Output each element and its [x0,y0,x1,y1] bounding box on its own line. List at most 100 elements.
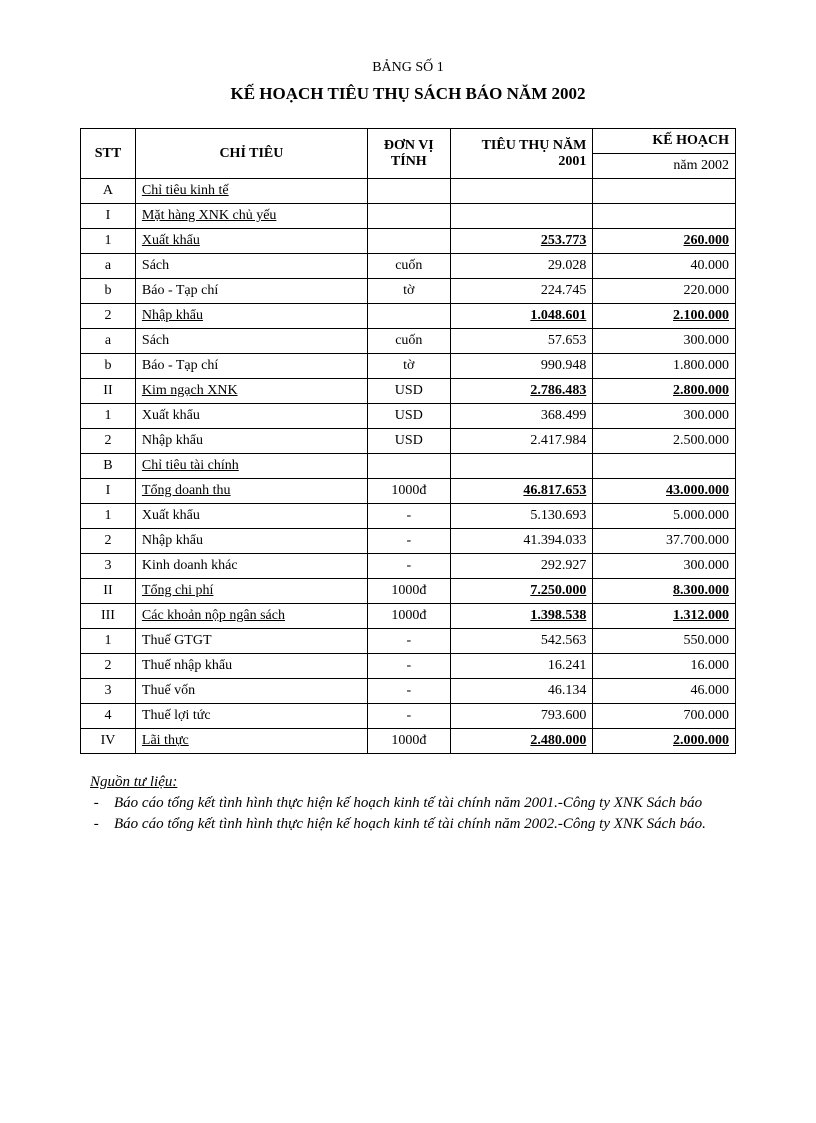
cell-donvi: 1000đ [367,579,450,604]
cell-chitieu: Thuế GTGT [135,629,367,654]
cell-chitieu: Các khoản nộp ngân sách [135,604,367,629]
cell-value-2001 [450,179,593,204]
cell-stt: II [81,579,136,604]
cell-stt: IV [81,729,136,754]
cell-chitieu: Xuất khẩu [135,504,367,529]
cell-value-2001: 46.134 [450,679,593,704]
cell-chitieu: Mặt hàng XNK chủ yếu [135,204,367,229]
cell-donvi [367,454,450,479]
cell-value-2002: 40.000 [593,254,736,279]
cell-donvi [367,304,450,329]
cell-donvi [367,204,450,229]
cell-chitieu: Sách [135,254,367,279]
table-row: IITổng chi phí1000đ7.250.0008.300.000 [81,579,736,604]
cell-value-2002: 700.000 [593,704,736,729]
source-item: Báo cáo tổng kết tình hình thực hiện kế … [110,816,736,833]
cell-value-2001: 46.817.653 [450,479,593,504]
cell-value-2002: 2.100.000 [593,304,736,329]
cell-chitieu: Nhập khẩu [135,529,367,554]
table-row: IVLãi thực1000đ2.480.0002.000.000 [81,729,736,754]
header-stt: STT [81,129,136,179]
cell-value-2001: 41.394.033 [450,529,593,554]
cell-donvi: USD [367,404,450,429]
table-row: 3Kinh doanh khác-292.927300.000 [81,554,736,579]
cell-value-2002 [593,204,736,229]
cell-stt: A [81,179,136,204]
cell-donvi: - [367,504,450,529]
cell-chitieu: Xuất khẩu [135,229,367,254]
cell-stt: 4 [81,704,136,729]
table-number: BẢNG SỐ 1 [80,60,736,76]
table-row: IIICác khoản nộp ngân sách1000đ1.398.538… [81,604,736,629]
cell-donvi: USD [367,429,450,454]
cell-donvi: cuốn [367,329,450,354]
cell-value-2001: 2.786.483 [450,379,593,404]
cell-stt: 1 [81,629,136,654]
cell-value-2002: 43.000.000 [593,479,736,504]
cell-chitieu: Kim ngạch XNK [135,379,367,404]
cell-donvi: cuốn [367,254,450,279]
cell-chitieu: Thuế vốn [135,679,367,704]
table-row: 1Xuất khẩu253.773260.000 [81,229,736,254]
cell-donvi: tờ [367,279,450,304]
cell-stt: B [81,454,136,479]
table-row: 1Xuất khẩu-5.130.6935.000.000 [81,504,736,529]
cell-value-2002: 2.800.000 [593,379,736,404]
cell-value-2001 [450,454,593,479]
cell-chitieu: Báo - Tạp chí [135,354,367,379]
cell-value-2001: 292.927 [450,554,593,579]
header-kehoach: KẾ HOẠCH [593,129,736,154]
cell-chitieu: Nhập khẩu [135,304,367,329]
cell-value-2002: 550.000 [593,629,736,654]
cell-chitieu: Tổng chi phí [135,579,367,604]
cell-value-2001: 368.499 [450,404,593,429]
table-row: 3Thuế vốn-46.13446.000 [81,679,736,704]
cell-chitieu: Thuế nhập khẩu [135,654,367,679]
cell-value-2002: 5.000.000 [593,504,736,529]
cell-stt: 2 [81,654,136,679]
table-row: ITổng doanh thu1000đ46.817.65343.000.000 [81,479,736,504]
cell-value-2002 [593,179,736,204]
cell-stt: 3 [81,679,136,704]
cell-stt: a [81,254,136,279]
table-row: IMặt hàng XNK chủ yếu [81,204,736,229]
table-row: 1Thuế GTGT-542.563550.000 [81,629,736,654]
page-title: KẾ HOẠCH TIÊU THỤ SÁCH BÁO NĂM 2002 [80,84,736,104]
cell-chitieu: Nhập khẩu [135,429,367,454]
cell-value-2002: 300.000 [593,404,736,429]
cell-value-2002: 46.000 [593,679,736,704]
cell-value-2002: 220.000 [593,279,736,304]
cell-value-2001: 2.480.000 [450,729,593,754]
cell-donvi: USD [367,379,450,404]
cell-value-2001 [450,204,593,229]
cell-donvi [367,229,450,254]
cell-stt: 3 [81,554,136,579]
cell-stt: 1 [81,229,136,254]
cell-chitieu: Tổng doanh thu [135,479,367,504]
cell-value-2001: 16.241 [450,654,593,679]
cell-donvi: - [367,554,450,579]
table-row: 2Nhập khẩu-41.394.03337.700.000 [81,529,736,554]
table-row: bBáo - Tạp chítờ224.745220.000 [81,279,736,304]
cell-value-2002: 16.000 [593,654,736,679]
header-tieuthu: TIÊU THỤ NĂM 2001 [450,129,593,179]
cell-chitieu: Chỉ tiêu kinh tế [135,179,367,204]
cell-value-2002: 300.000 [593,329,736,354]
cell-value-2001: 29.028 [450,254,593,279]
cell-donvi: tờ [367,354,450,379]
cell-value-2001: 2.417.984 [450,429,593,454]
header-donvi: ĐƠN VỊ TÍNH [367,129,450,179]
table-row: 2Nhập khẩu1.048.6012.100.000 [81,304,736,329]
cell-value-2001: 7.250.000 [450,579,593,604]
cell-donvi: - [367,529,450,554]
table-row: aSáchcuốn29.02840.000 [81,254,736,279]
source-item: Báo cáo tổng kết tình hình thực hiện kế … [110,795,736,812]
cell-chitieu: Thuế lợi tức [135,704,367,729]
cell-stt: 2 [81,529,136,554]
table-row: AChỉ tiêu kinh tế [81,179,736,204]
cell-value-2002: 37.700.000 [593,529,736,554]
table-row: BChỉ tiêu tài chính [81,454,736,479]
table-row: aSáchcuốn57.653300.000 [81,329,736,354]
cell-donvi: - [367,654,450,679]
cell-value-2001: 793.600 [450,704,593,729]
